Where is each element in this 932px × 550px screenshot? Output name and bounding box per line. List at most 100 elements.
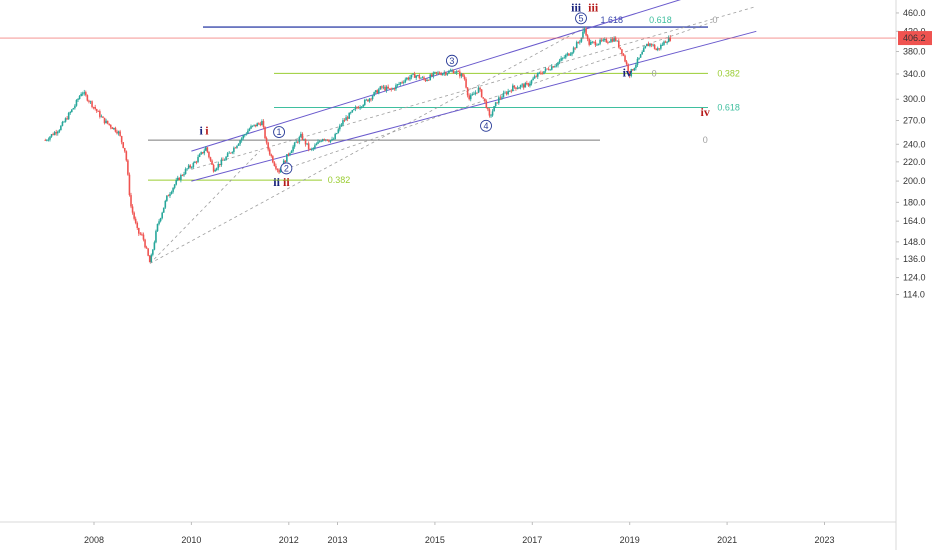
circled-wave-label: 4 (484, 121, 489, 131)
candle-body (332, 139, 335, 140)
candle-body (669, 37, 672, 41)
candle-body (459, 71, 461, 77)
candle-body (77, 99, 79, 100)
candle-body (203, 150, 206, 154)
candle-body (608, 41, 611, 43)
candle-body (395, 85, 397, 90)
candle-body (200, 152, 202, 155)
candle-body (515, 87, 517, 89)
candle-body (527, 83, 530, 86)
candle-body (173, 184, 176, 188)
circled-wave-marker (280, 162, 293, 175)
candle-body (195, 161, 198, 163)
candle-body (233, 147, 235, 152)
y-tick-label: 200.0 (903, 176, 926, 186)
candle-body (639, 54, 642, 58)
candle-body (660, 44, 662, 49)
candle-body (209, 157, 212, 161)
candle-body (596, 44, 598, 46)
candle-body (390, 88, 393, 90)
candle-body (317, 141, 319, 144)
time-axis[interactable]: 2008 2010 2012 2013 2015 2017 2019 2021 2023 (84, 522, 835, 545)
last-price-label: 406.2 (903, 33, 926, 43)
dashed-guide-line (149, 150, 260, 264)
candle-body (88, 100, 90, 102)
candle-body (603, 39, 606, 40)
candle-body (474, 92, 477, 94)
candle-body (268, 149, 271, 155)
candle-body (158, 221, 160, 224)
candle-body (483, 98, 486, 101)
x-tick-label: 2019 (620, 535, 640, 545)
candle-body (304, 139, 307, 145)
candle-body (359, 107, 361, 109)
candle-body (86, 95, 89, 101)
candle-body (226, 153, 229, 157)
candle-body (563, 57, 566, 59)
candle-body (66, 118, 68, 120)
candle-body (50, 134, 53, 137)
candle-body (516, 87, 519, 89)
candle-body (404, 79, 407, 83)
candle-body (635, 64, 637, 69)
candle-body (533, 76, 536, 79)
candle-body (175, 180, 178, 185)
candle-body (367, 99, 369, 102)
candle-body (265, 138, 268, 143)
candle-body (619, 47, 622, 50)
candle-body (67, 113, 70, 120)
candle-body (46, 140, 48, 141)
candle-body (502, 92, 505, 98)
candle-body (334, 134, 336, 140)
candle-body (628, 71, 631, 76)
fib-level-label: 0 (712, 15, 717, 25)
candle-body (505, 92, 508, 95)
candle-body (292, 146, 294, 152)
wave-labels: vviiiiiiiviviiiiii53412 (199, 1, 709, 190)
candle-body (211, 160, 213, 165)
candle-body (441, 73, 444, 75)
candle-body (116, 131, 118, 134)
candle-body (374, 90, 377, 93)
candle-body (298, 137, 301, 143)
candle-body (373, 92, 375, 97)
last-price-marker: 406.2 (0, 31, 932, 46)
candle-body (247, 130, 249, 134)
candle-body (55, 132, 58, 134)
circled-wave-label: 2 (284, 163, 289, 173)
candle-body (323, 139, 326, 140)
candle-body (127, 160, 129, 175)
wave-label: ii (273, 175, 280, 189)
candle-body (611, 39, 614, 42)
candle-body (354, 107, 357, 110)
candle-body (424, 79, 427, 82)
candle-body (155, 231, 157, 243)
candle-body (636, 58, 639, 65)
candle-body (53, 132, 56, 136)
candle-body (381, 86, 383, 88)
candle-body (180, 175, 182, 181)
candle-body (558, 60, 561, 63)
candle-body (81, 93, 84, 95)
wave-label: i (205, 123, 209, 137)
candle-body (156, 223, 159, 232)
candle-body (552, 66, 555, 68)
candle-body (240, 138, 243, 141)
candle-body (653, 44, 656, 49)
candle-body (418, 75, 421, 79)
candle-body (92, 106, 95, 108)
candle-body (95, 109, 98, 112)
candle-body (167, 195, 170, 197)
candle-body (664, 41, 667, 43)
candle-body (526, 83, 528, 84)
candle-body (138, 227, 140, 234)
candle-body (147, 248, 149, 256)
candle-body (272, 156, 274, 163)
candle-body (91, 101, 93, 107)
candle-body (328, 140, 330, 142)
candle-body (549, 69, 552, 71)
candle-body (58, 130, 61, 132)
candle-body (571, 52, 573, 55)
candle-body (409, 77, 411, 80)
